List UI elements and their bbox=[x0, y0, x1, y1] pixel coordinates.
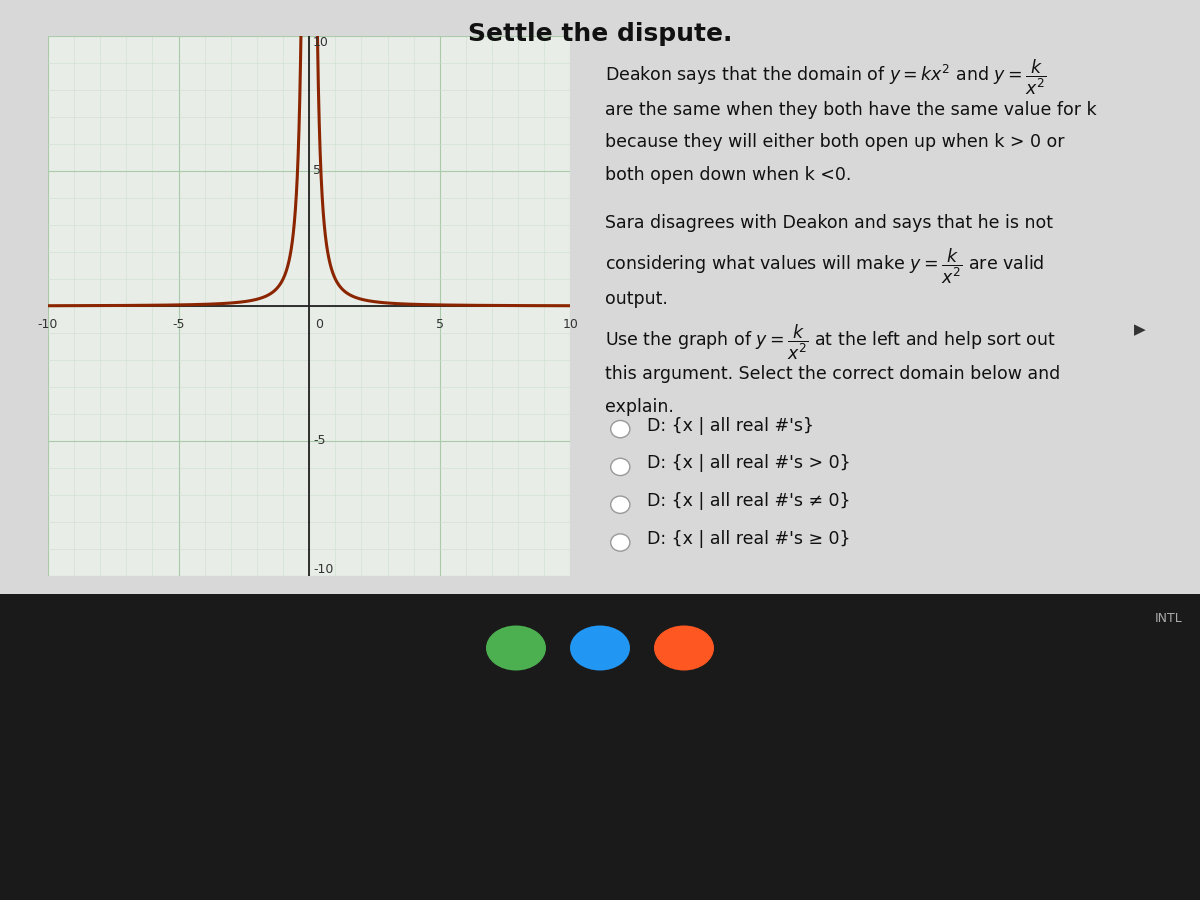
Text: D: {x | all real #'s}: D: {x | all real #'s} bbox=[647, 417, 815, 435]
Text: this argument. Select the correct domain below and: this argument. Select the correct domain… bbox=[605, 365, 1061, 383]
Text: -10: -10 bbox=[313, 563, 334, 576]
Circle shape bbox=[611, 458, 630, 475]
Text: D: {x | all real #'s ≠ 0}: D: {x | all real #'s ≠ 0} bbox=[647, 492, 851, 510]
Text: are the same when they both have the same value for k: are the same when they both have the sam… bbox=[605, 101, 1097, 119]
Text: Sara disagrees with Deakon and says that he is not: Sara disagrees with Deakon and says that… bbox=[605, 214, 1054, 232]
Text: -5: -5 bbox=[173, 318, 185, 331]
Text: INTL: INTL bbox=[1154, 612, 1182, 625]
Circle shape bbox=[611, 496, 630, 513]
Text: 10: 10 bbox=[563, 318, 578, 331]
Text: considering what values will make $y = \dfrac{k}{x^2}$ are valid: considering what values will make $y = \… bbox=[605, 247, 1045, 286]
Text: Deakon says that the domain of $y = kx^2$ and $y = \dfrac{k}{x^2}$: Deakon says that the domain of $y = kx^2… bbox=[605, 58, 1048, 97]
Text: explain.: explain. bbox=[605, 398, 674, 416]
Text: Settle the dispute.: Settle the dispute. bbox=[468, 22, 732, 47]
Text: 0: 0 bbox=[314, 318, 323, 331]
Text: because they will either both open up when k > 0 or: because they will either both open up wh… bbox=[605, 133, 1064, 151]
Text: 5: 5 bbox=[313, 165, 322, 177]
Text: D: {x | all real #'s > 0}: D: {x | all real #'s > 0} bbox=[647, 454, 851, 472]
Circle shape bbox=[611, 534, 630, 551]
Circle shape bbox=[611, 420, 630, 437]
Text: -10: -10 bbox=[38, 318, 58, 331]
Text: ▶: ▶ bbox=[1134, 322, 1146, 338]
Text: 5: 5 bbox=[436, 318, 444, 331]
Text: 10: 10 bbox=[313, 36, 329, 49]
Text: output.: output. bbox=[605, 290, 668, 308]
Text: D: {x | all real #'s ≥ 0}: D: {x | all real #'s ≥ 0} bbox=[647, 530, 851, 548]
Text: Use the graph of $y = \dfrac{k}{x^2}$ at the left and help sort out: Use the graph of $y = \dfrac{k}{x^2}$ at… bbox=[605, 322, 1056, 362]
Text: -5: -5 bbox=[313, 435, 325, 447]
Text: both open down when k <0.: both open down when k <0. bbox=[605, 166, 852, 184]
